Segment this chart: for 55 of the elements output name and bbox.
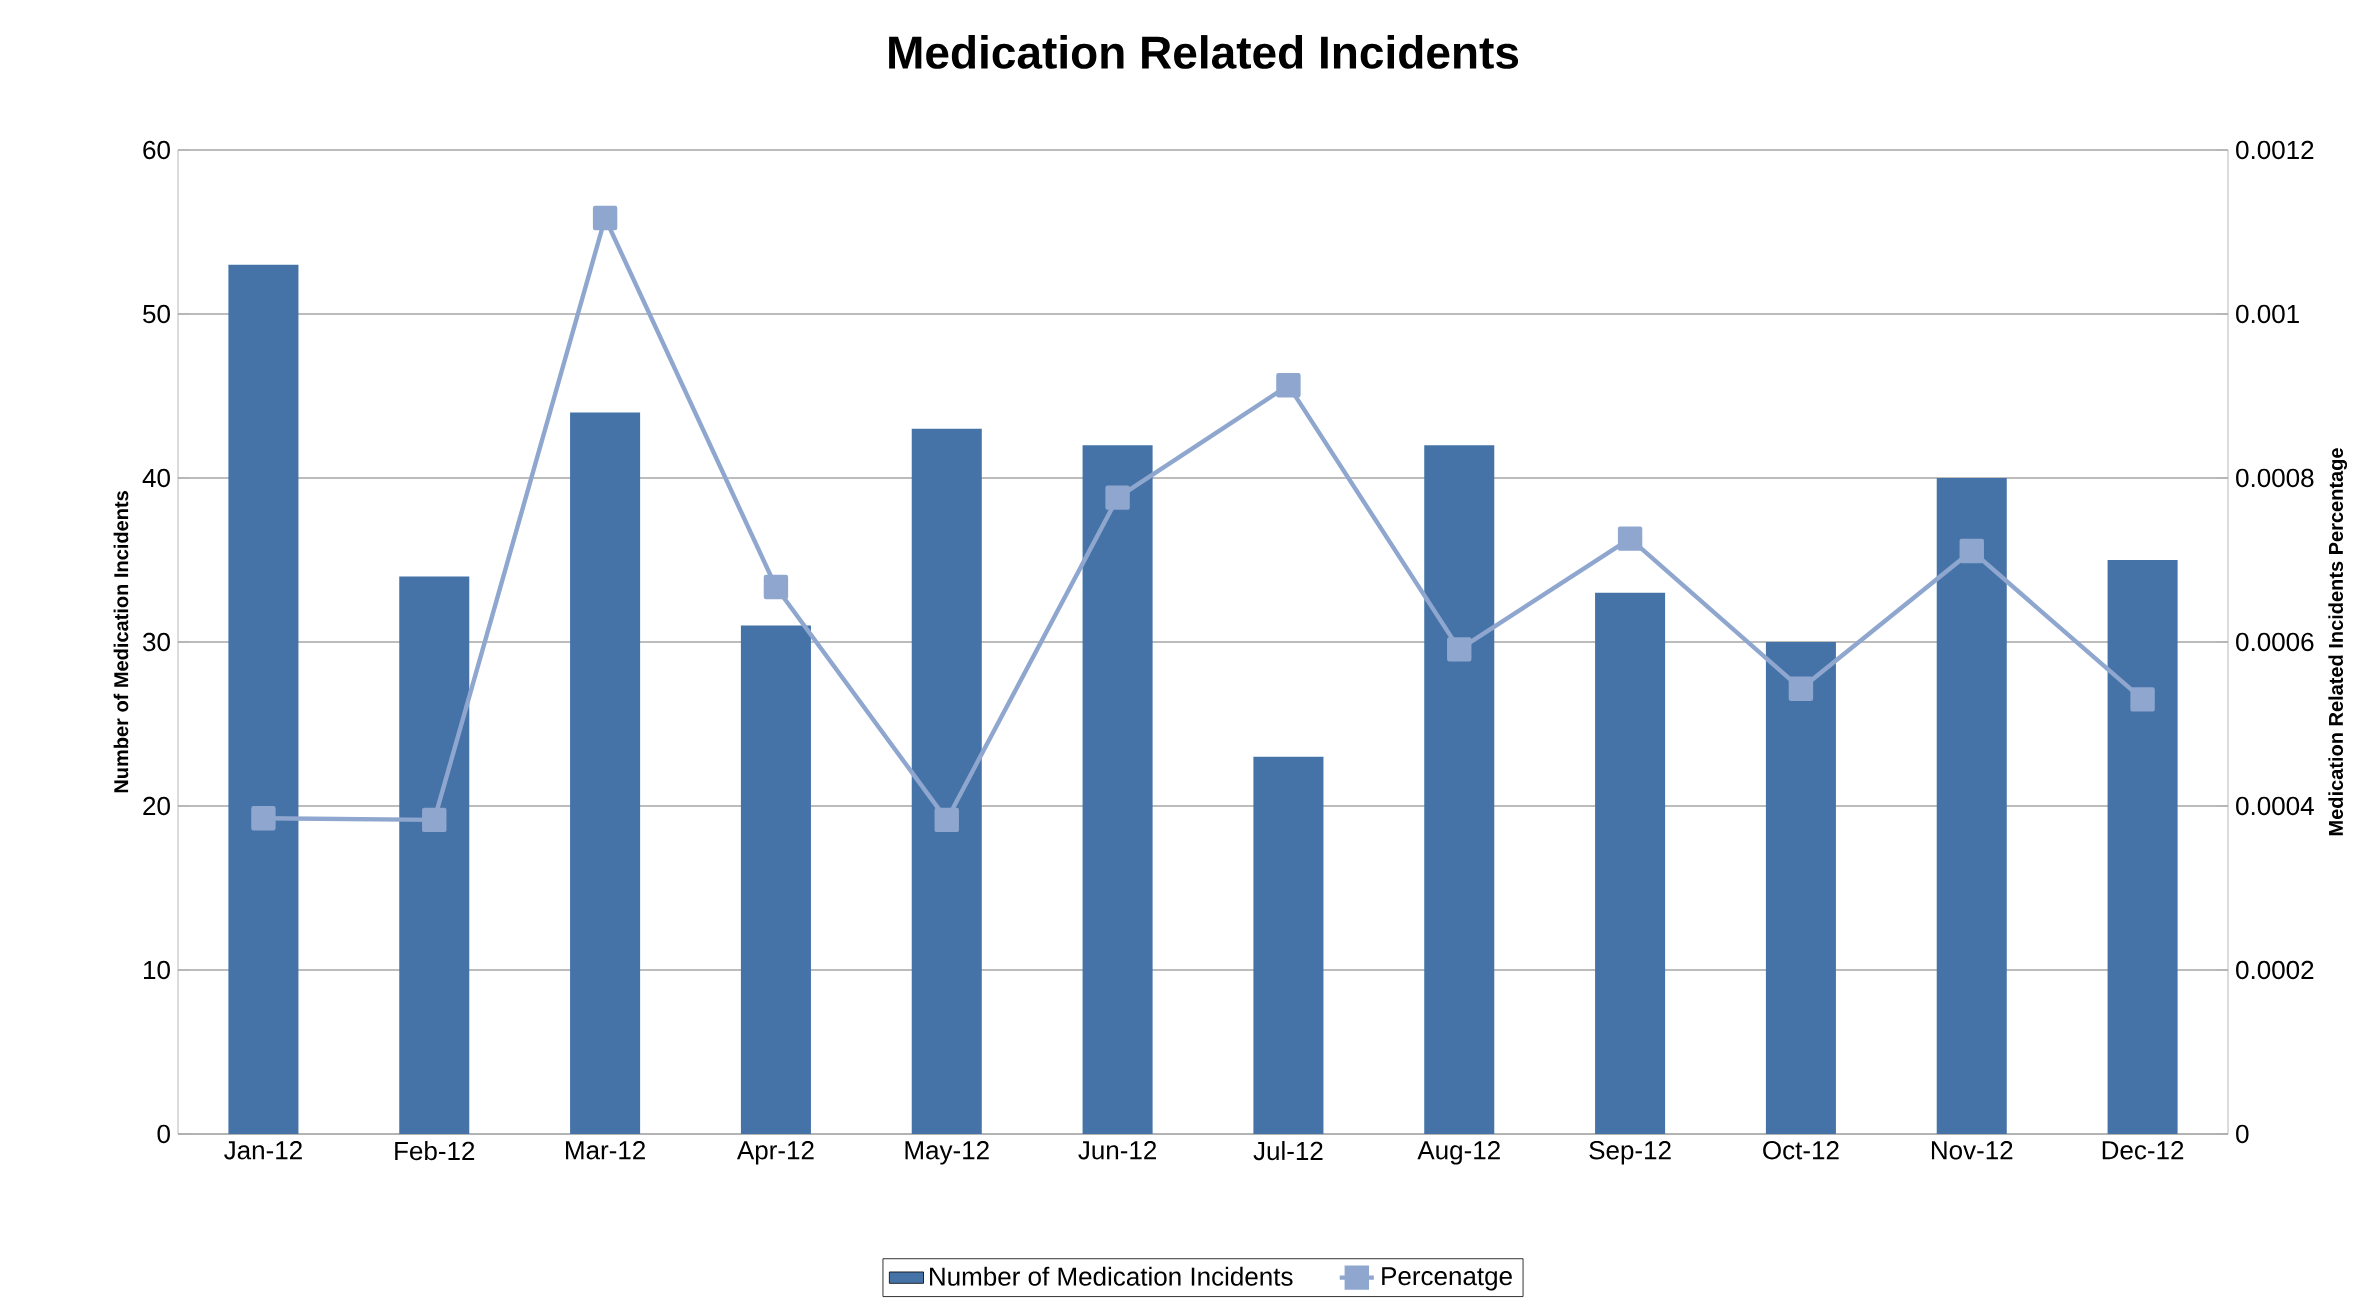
- bar: [1082, 445, 1153, 1134]
- y-tick-label: 40: [142, 468, 170, 488]
- point: [592, 205, 618, 231]
- point: [1105, 485, 1130, 510]
- x-tick-label: Jul-12: [1253, 1141, 1323, 1161]
- point: [1276, 373, 1301, 398]
- point: [1447, 637, 1472, 662]
- x-tick-label: Jun-12: [1078, 1141, 1157, 1160]
- chart-title: Medication Related Incidents: [889, 35, 1519, 69]
- bar: [1936, 477, 2007, 1134]
- x-tick-label: May-12: [905, 1141, 989, 1165]
- point: [1617, 526, 1643, 551]
- y2-tick-label: 0.0008: [2236, 468, 2314, 488]
- bar: [570, 412, 641, 1134]
- x-tick-label: Feb-12: [395, 1141, 475, 1161]
- bar: [399, 576, 470, 1134]
- point: [763, 574, 789, 600]
- y-tick-label: 20: [143, 796, 170, 816]
- x-tick-label: Dec-12: [2102, 1141, 2184, 1160]
- point: [934, 807, 959, 833]
- x-tick-label: Sep-12: [1589, 1141, 1671, 1165]
- point: [1959, 538, 1984, 564]
- bar: [228, 264, 299, 1134]
- y2-tick-label: 0.0006: [2236, 632, 2314, 652]
- y2-tick-label: 0: [2236, 1124, 2249, 1144]
- bar: [911, 428, 982, 1134]
- point: [2130, 687, 2155, 712]
- x-tick-label: Aug-12: [1417, 1141, 1500, 1165]
- point: [1788, 676, 1814, 701]
- y-tick-label: 50: [143, 304, 170, 324]
- y2-tick-label: 0.0002: [2236, 960, 2314, 980]
- point: [422, 807, 447, 833]
- y2-tick-label: 0.0012: [2236, 140, 2314, 160]
- bar: [1595, 592, 1666, 1134]
- y-tick-label: 30: [143, 632, 170, 652]
- y2-axis-title: Medication Related Incidents Percentage: [2328, 448, 2348, 836]
- y2-tick-label: 0.0004: [2236, 796, 2314, 816]
- legend-label: Percenatge: [1382, 1267, 1512, 1291]
- bar: [1253, 756, 1324, 1134]
- x-tick-label: Mar-12: [566, 1141, 645, 1160]
- x-tick-label: Nov-12: [1931, 1141, 2013, 1160]
- y-tick-label: 60: [143, 140, 170, 160]
- bar: [740, 625, 811, 1134]
- x-tick-label: Oct-12: [1763, 1141, 1839, 1160]
- x-tick-label: Apr-12: [736, 1141, 814, 1165]
- y-tick-label: 0: [157, 1124, 170, 1144]
- x-tick-label: Jan-12: [224, 1141, 302, 1160]
- bar: [1424, 445, 1495, 1134]
- bar: [1765, 641, 1836, 1134]
- legend-label: Number of Medication Incidents: [930, 1266, 1293, 1286]
- y-tick-label: 10: [144, 960, 170, 980]
- y2-tick-label: 0.001: [2236, 304, 2299, 324]
- point: [251, 806, 276, 831]
- bar: [2107, 559, 2178, 1134]
- y-axis-title: Number of Medication Incidents: [113, 491, 129, 793]
